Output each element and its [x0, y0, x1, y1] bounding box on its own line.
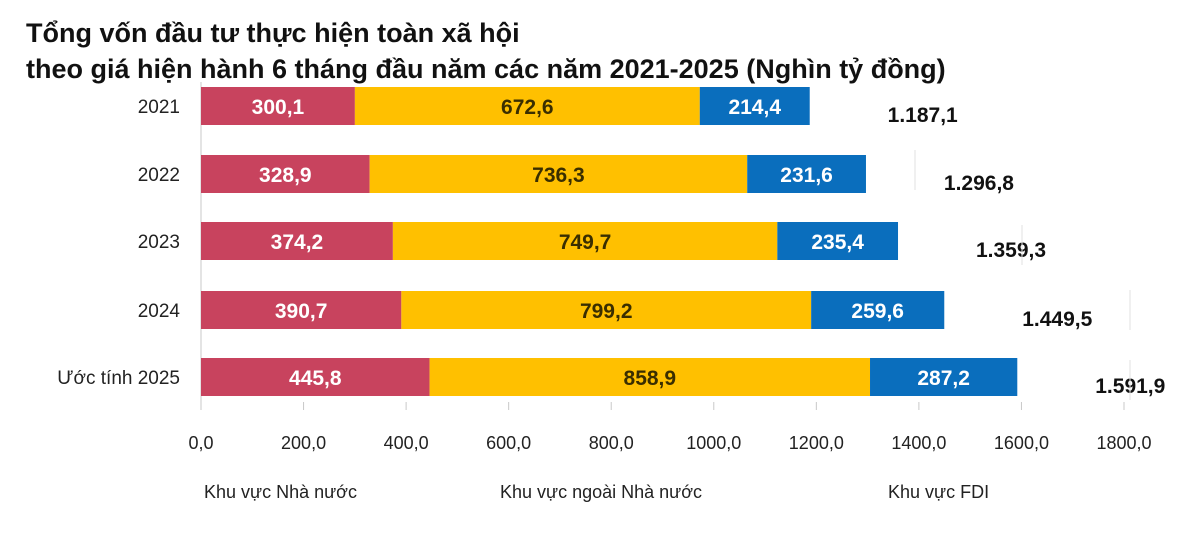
chart-title-line-1: Tổng vốn đầu tư thực hiện toàn xã hội [26, 18, 520, 48]
bar-segment [811, 291, 945, 329]
total-value-label: 1.187,1 [888, 104, 958, 127]
x-tick-label: 1200,0 [789, 433, 844, 453]
bar-value-label: 259,6 [851, 300, 904, 323]
x-tick-label: 800,0 [589, 433, 634, 453]
bar-value-label: 328,9 [259, 164, 312, 187]
bar-segment [401, 291, 812, 329]
bar-segment [201, 87, 355, 125]
bar-value-label: 231,6 [780, 164, 833, 187]
bar-segment [201, 155, 370, 193]
bar-segment [699, 87, 810, 125]
chart-title-line-2: theo giá hiện hành 6 tháng đầu năm các n… [26, 54, 946, 84]
x-tick-label: 0,0 [188, 433, 213, 453]
category-label: 2022 [138, 165, 180, 186]
total-value-label: 1.296,8 [944, 172, 1014, 195]
x-tick-label: 1400,0 [891, 433, 946, 453]
x-tick-label: 1600,0 [994, 433, 1049, 453]
x-tick-label: 400,0 [384, 433, 429, 453]
bar-value-label: 736,3 [532, 164, 585, 187]
bar-segment [201, 358, 430, 396]
bar-segment [354, 87, 700, 125]
bar-segment [392, 222, 778, 260]
x-tick-label: 1000,0 [686, 433, 741, 453]
bar-segment [429, 358, 871, 396]
x-tick-label: 600,0 [486, 433, 531, 453]
bar-value-label: 749,7 [559, 231, 612, 254]
bar-value-label: 214,4 [728, 96, 781, 119]
legend-label-non-state: Khu vực ngoài Nhà nước [500, 482, 703, 502]
bar-value-label: 799,2 [580, 300, 633, 323]
bar-segment [777, 222, 899, 260]
bar-segment [747, 155, 866, 193]
bar-value-label: 235,4 [811, 231, 864, 254]
legend-label-fdi: Khu vực FDI [888, 482, 990, 502]
category-label: 2024 [138, 301, 181, 322]
bar-value-label: 445,8 [289, 367, 342, 390]
category-label: 2021 [138, 97, 180, 118]
total-value-label: 1.449,5 [1022, 308, 1092, 331]
bar-value-label: 390,7 [275, 300, 328, 323]
category-label: Ước tính 2025 [57, 368, 180, 389]
x-tick-label: 1800,0 [1096, 433, 1151, 453]
bar-value-label: 672,6 [501, 96, 554, 119]
bar-segment [201, 222, 393, 260]
bar-segment [369, 155, 748, 193]
bar-segment [201, 291, 402, 329]
total-value-label: 1.359,3 [976, 239, 1046, 262]
bar-value-label: 858,9 [624, 367, 677, 390]
x-tick-label: 200,0 [281, 433, 326, 453]
legend-label-state: Khu vực Nhà nước [204, 482, 357, 502]
category-label: 2023 [138, 232, 180, 253]
bar-value-label: 300,1 [252, 96, 305, 119]
bar-value-label: 374,2 [271, 231, 324, 254]
bar-segment [870, 358, 1018, 396]
bar-value-label: 287,2 [917, 367, 970, 390]
